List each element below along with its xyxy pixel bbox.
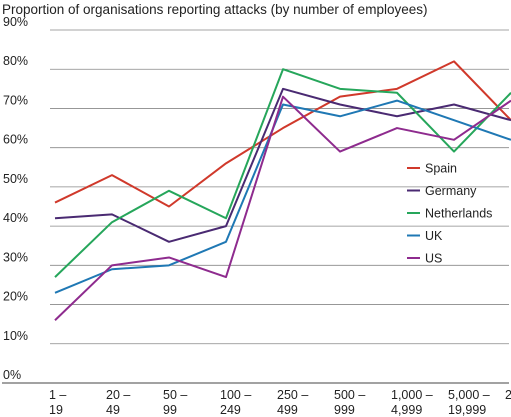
x-tick-label: 250 – <box>277 388 308 402</box>
x-tick-label: 500 – <box>334 388 365 402</box>
x-tick-label: 20 – <box>106 388 130 402</box>
x-tick-label: 499 <box>277 403 298 417</box>
y-tick-label: 80% <box>3 54 28 68</box>
series-line-uk <box>54 99 511 294</box>
x-tick-label: 1 – <box>49 388 66 402</box>
x-tick-label: 5,000 – <box>448 388 490 402</box>
y-tick-label: 90% <box>3 15 28 29</box>
x-tick-label: 50 – <box>163 388 187 402</box>
series-line-us <box>54 95 511 321</box>
x-tick-label: 1,000 – <box>391 388 433 402</box>
series-line-netherlands <box>54 68 511 278</box>
legend-label: US <box>425 252 442 266</box>
y-tick-label: 50% <box>3 172 28 186</box>
series-line-germany <box>54 87 511 243</box>
legend-label: Germany <box>425 184 477 198</box>
y-tick-label: 10% <box>3 329 28 343</box>
legend-label: UK <box>425 229 443 243</box>
x-tick-label: 99 <box>163 403 177 417</box>
legend: Spain Germany Netherlands UK US <box>407 162 492 266</box>
y-tick-label: 70% <box>3 93 28 107</box>
x-tick-label: 19 <box>49 403 63 417</box>
y-axis-ticks: 0% 10% 20% 30% 40% 50% 60% 70% 80% 90% <box>3 15 28 382</box>
gridlines <box>2 29 509 384</box>
x-tick-label: 999 <box>334 403 355 417</box>
legend-label: Netherlands <box>425 207 492 221</box>
y-tick-label: 60% <box>3 133 28 147</box>
y-tick-label: 30% <box>3 250 28 264</box>
legend-label: Spain <box>425 162 457 176</box>
chart-title: Proportion of organisations reporting at… <box>2 2 428 17</box>
x-axis-ticks: 1 –19 20 –49 50 –99 100 –249 250 –499 500 –99… <box>49 388 511 417</box>
series-lines <box>54 60 511 321</box>
x-tick-label: 100 – <box>220 388 251 402</box>
y-tick-label: 40% <box>3 211 28 225</box>
x-tick-label: 19,999 <box>448 403 486 417</box>
y-tick-label: 0% <box>3 368 21 382</box>
x-tick-label: 249 <box>220 403 241 417</box>
series-line-spain <box>54 60 511 208</box>
x-tick-label: 4,999 <box>391 403 422 417</box>
y-tick-label: 20% <box>3 290 28 304</box>
x-tick-label: 49 <box>106 403 120 417</box>
x-tick-label: 20,000+ <box>505 388 511 402</box>
